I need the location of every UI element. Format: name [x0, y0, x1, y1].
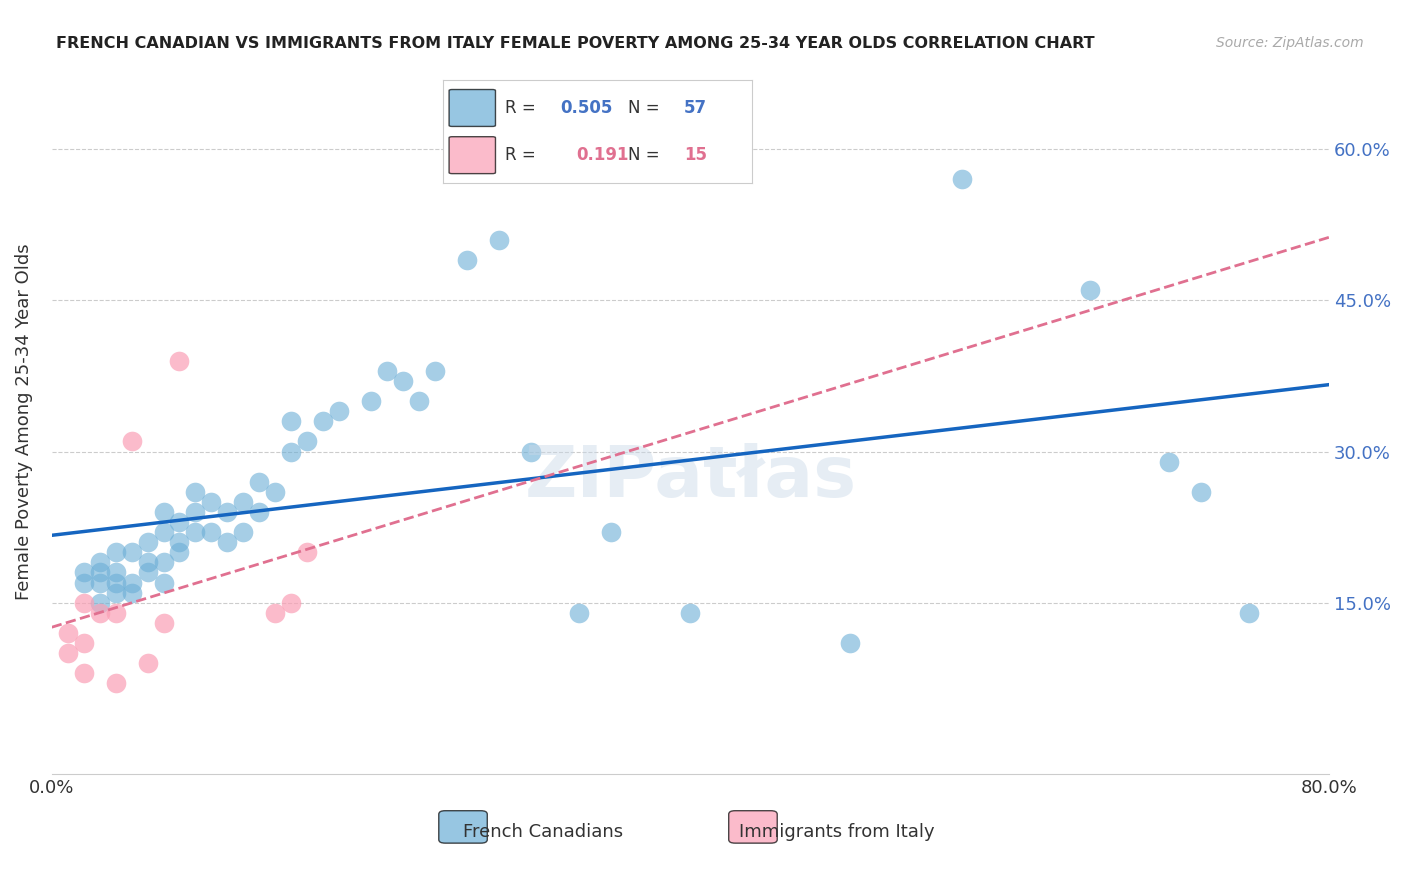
Point [184, 505, 207, 519]
FancyBboxPatch shape [449, 89, 495, 127]
Point [1078, 283, 1101, 297]
Point [247, 475, 270, 489]
Point [280, 414, 302, 428]
Point [839, 636, 862, 650]
Point [280, 444, 302, 458]
Point [295, 434, 318, 449]
Text: 0.505: 0.505 [561, 99, 613, 117]
Point [169, 535, 191, 549]
Point [89, 566, 111, 580]
Point [217, 535, 239, 549]
Point [217, 505, 239, 519]
Point [136, 656, 159, 670]
Point [375, 364, 398, 378]
Point [232, 525, 254, 540]
Point [56, 646, 79, 660]
Point [104, 566, 127, 580]
Point [184, 525, 207, 540]
Text: 0.191: 0.191 [576, 146, 628, 164]
Text: FRENCH CANADIAN VS IMMIGRANTS FROM ITALY FEMALE POVERTY AMONG 25-34 YEAR OLDS CO: FRENCH CANADIAN VS IMMIGRANTS FROM ITALY… [56, 36, 1095, 51]
Text: R =: R = [505, 146, 546, 164]
Point [312, 414, 335, 428]
Point [152, 555, 174, 569]
Point [264, 484, 287, 499]
Point [104, 585, 127, 599]
Y-axis label: Female Poverty Among 25-34 Year Olds: Female Poverty Among 25-34 Year Olds [15, 243, 32, 599]
Text: 15: 15 [685, 146, 707, 164]
Point [360, 394, 382, 409]
Point [73, 666, 96, 681]
Point [169, 515, 191, 529]
Point [89, 606, 111, 620]
Point [247, 505, 270, 519]
Point [56, 626, 79, 640]
Point [184, 484, 207, 499]
Point [200, 495, 222, 509]
Point [89, 555, 111, 569]
Point [456, 252, 478, 267]
Point [104, 575, 127, 590]
Point [73, 636, 96, 650]
Point [121, 434, 143, 449]
Point [264, 606, 287, 620]
Point [1189, 484, 1212, 499]
Point [392, 374, 415, 388]
Text: French Canadians: French Canadians [464, 823, 623, 841]
Point [328, 404, 350, 418]
Point [1159, 454, 1181, 468]
Point [280, 596, 302, 610]
Point [121, 585, 143, 599]
Point [169, 545, 191, 559]
Point [200, 525, 222, 540]
Text: 57: 57 [685, 99, 707, 117]
Point [295, 545, 318, 559]
Point [152, 615, 174, 630]
Point [121, 545, 143, 559]
Point [121, 575, 143, 590]
Point [136, 555, 159, 569]
Point [423, 364, 446, 378]
Point [152, 575, 174, 590]
Point [136, 566, 159, 580]
Text: ZIPatłas: ZIPatłas [524, 443, 856, 512]
Text: Source: ZipAtlas.com: Source: ZipAtlas.com [1216, 36, 1364, 50]
Text: N =: N = [628, 146, 665, 164]
Point [136, 535, 159, 549]
Point [232, 495, 254, 509]
Point [1237, 606, 1260, 620]
Point [89, 575, 111, 590]
Point [104, 606, 127, 620]
Point [73, 596, 96, 610]
Point [152, 505, 174, 519]
FancyBboxPatch shape [449, 136, 495, 174]
Point [73, 575, 96, 590]
Point [104, 676, 127, 690]
FancyBboxPatch shape [728, 811, 778, 843]
Text: R =: R = [505, 99, 541, 117]
Point [104, 545, 127, 559]
Point [152, 525, 174, 540]
Text: Immigrants from Italy: Immigrants from Italy [740, 823, 935, 841]
Point [568, 606, 591, 620]
Point [519, 444, 541, 458]
Point [89, 596, 111, 610]
Point [408, 394, 430, 409]
Text: N =: N = [628, 99, 665, 117]
Point [73, 566, 96, 580]
FancyBboxPatch shape [439, 811, 488, 843]
Point [679, 606, 702, 620]
Point [950, 172, 973, 186]
Point [169, 353, 191, 368]
Point [488, 233, 510, 247]
Point [599, 525, 621, 540]
